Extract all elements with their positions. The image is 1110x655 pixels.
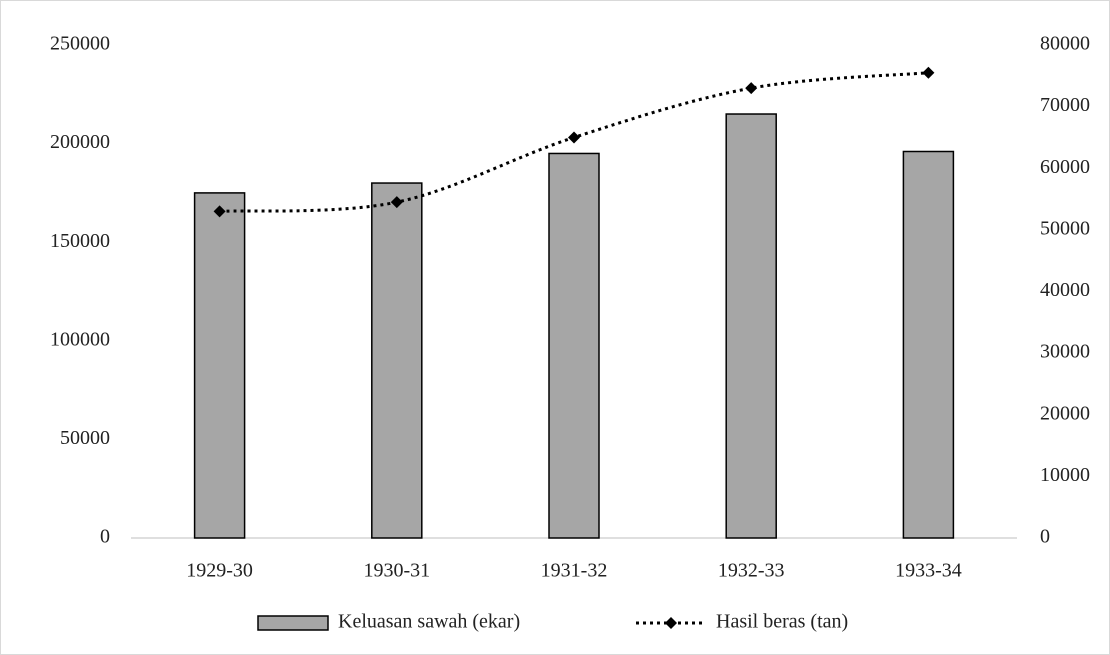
y2-tick-label: 60000 [1040,156,1090,178]
y2-tick-label: 0 [1040,526,1050,548]
x-tick-label: 1931-32 [541,560,608,582]
line-marker [568,131,580,144]
y-tick-label: 200000 [50,131,110,153]
y-tick-label: 250000 [50,33,110,55]
bar [371,182,423,539]
y2-tick-label: 20000 [1040,402,1090,424]
bar [902,150,955,539]
line-marker [922,66,935,79]
line-marker [390,196,403,209]
y2-tick-label: 80000 [1040,33,1090,55]
bar [548,152,600,539]
x-tick-label: 1932-33 [718,560,785,582]
y2-tick-label: 10000 [1040,464,1090,486]
line-marker [745,82,758,95]
legend-swatch [257,615,329,631]
legend-label: Hasil beras (tan) [716,611,848,633]
y-tick-label: 50000 [60,427,110,449]
bar [193,192,246,539]
line-marker [213,205,226,218]
y-tick-label: 100000 [50,328,110,350]
y-tick-label: 0 [100,526,110,548]
x-tick-label: 1933-34 [895,560,962,582]
x-tick-label: 1930-31 [363,560,430,582]
y2-tick-label: 40000 [1040,279,1090,301]
x-tick-label: 1929-30 [186,560,253,582]
legend-label: Keluasan sawah (ekar) [338,611,520,633]
y2-tick-label: 70000 [1040,94,1090,116]
y2-tick-label: 50000 [1040,217,1090,239]
y2-tick-label: 30000 [1040,341,1090,363]
y-tick-label: 150000 [50,230,110,252]
legend-swatch [665,617,677,629]
bar [725,113,777,539]
